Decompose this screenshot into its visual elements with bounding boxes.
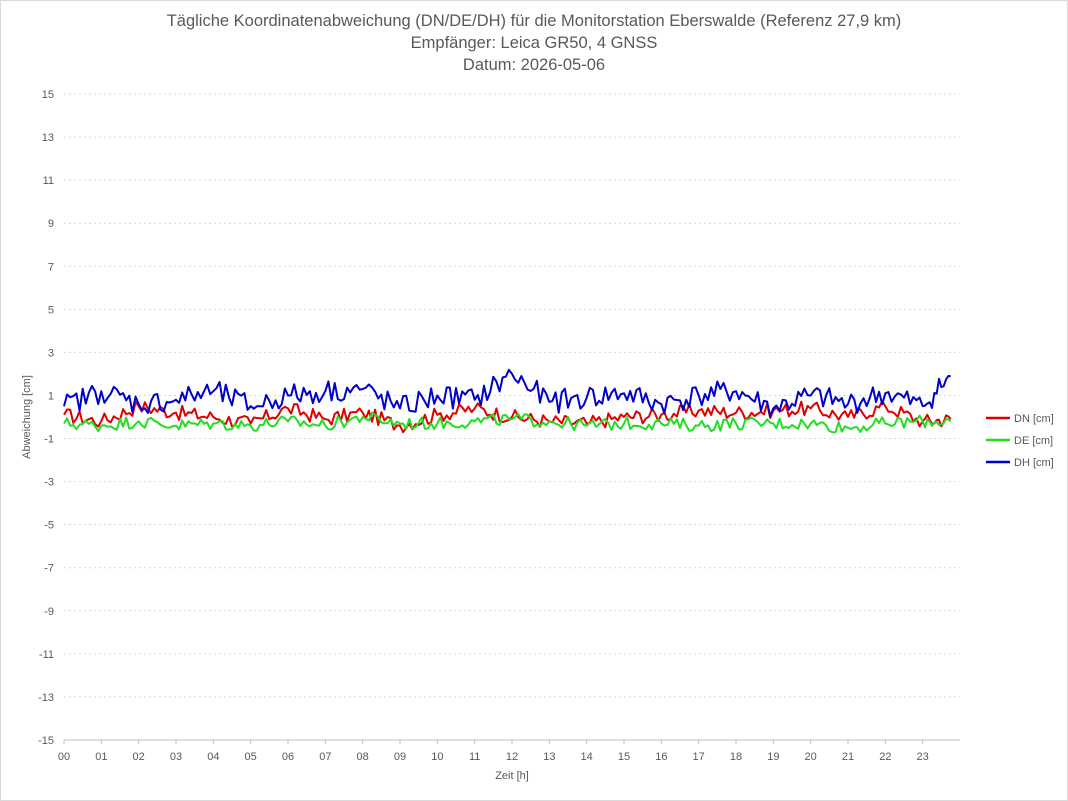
x-tick-label: 14 xyxy=(581,751,593,763)
y-tick-label: -3 xyxy=(44,477,54,489)
y-tick-label: 15 xyxy=(42,89,54,101)
x-tick-label: 08 xyxy=(357,751,369,763)
y-tick-label: -5 xyxy=(44,520,54,532)
x-tick-label: 11 xyxy=(469,751,480,763)
y-tick-label: -1 xyxy=(44,434,54,446)
x-tick-label: 05 xyxy=(245,751,257,763)
chart-title-line-2: Empfänger: Leica GR50, 4 GNSS xyxy=(410,34,658,52)
x-tick-label: 10 xyxy=(431,751,443,763)
chart-title-line-3: Datum: 2026-05-06 xyxy=(462,56,606,74)
series-line-dn xyxy=(63,399,952,434)
y-tick-label: 1 xyxy=(48,390,54,402)
chart-title-line-1: Tägliche Koordinatenabweichung (DN/DE/DH… xyxy=(166,12,902,30)
x-tick-label: 12 xyxy=(506,751,518,763)
x-tick-label: 20 xyxy=(805,751,817,763)
x-tick-label: 16 xyxy=(655,751,667,763)
series-line-dh xyxy=(63,368,951,418)
y-tick-label: 5 xyxy=(48,304,54,316)
x-tick-label: 23 xyxy=(917,751,929,763)
y-tick-label: -13 xyxy=(38,692,54,704)
x-tick-label: 09 xyxy=(394,751,406,763)
y-tick-label: 9 xyxy=(48,218,54,230)
x-tick-label: 15 xyxy=(618,751,630,763)
legend-label: DH [cm] xyxy=(1014,457,1054,469)
y-axis-label: Abweichung [cm] xyxy=(21,375,33,459)
x-tick-label: 06 xyxy=(282,751,294,763)
y-tick-label: 13 xyxy=(42,132,54,144)
x-tick-label: 04 xyxy=(207,751,219,763)
chart-title: Tägliche Koordinatenabweichung (DN/DE/DH… xyxy=(0,10,1068,76)
x-tick-label: 17 xyxy=(693,751,705,763)
x-tick-label: 07 xyxy=(319,751,331,763)
x-tick-label: 13 xyxy=(543,751,555,763)
x-axis-ticks: 00 01 02 03 04 05 06 07 08 09 10 11 12 13 14 15 16 17 18 19… xyxy=(58,740,929,763)
y-tick-label: -11 xyxy=(39,649,54,661)
legend-label: DE [cm] xyxy=(1014,435,1053,447)
y-tick-label: -7 xyxy=(44,563,54,575)
x-tick-label: 01 xyxy=(95,751,107,763)
x-tick-label: 22 xyxy=(879,751,891,763)
x-tick-label: 00 xyxy=(58,751,70,763)
series-line-de xyxy=(63,411,952,434)
legend: DN [cm] DE [cm] DH [cm] xyxy=(986,413,1054,469)
series-lines xyxy=(63,368,952,434)
y-tick-label: -15 xyxy=(38,735,54,747)
x-tick-label: 19 xyxy=(767,751,779,763)
y-tick-label: 11 xyxy=(43,175,54,187)
y-axis-ticks: 15 13 11 9 7 5 3 1 -1 -3 -5 -7 -9 -11 -13 -15 xyxy=(38,89,54,747)
y-tick-label: -9 xyxy=(44,606,54,618)
y-tick-label: 3 xyxy=(48,347,54,359)
legend-label: DN [cm] xyxy=(1014,413,1054,425)
x-tick-label: 21 xyxy=(842,751,854,763)
y-tick-label: 7 xyxy=(48,261,54,273)
x-tick-label: 02 xyxy=(133,751,145,763)
x-tick-label: 18 xyxy=(730,751,742,763)
x-tick-label: 03 xyxy=(170,751,182,763)
x-axis-label: Zeit [h] xyxy=(495,770,529,782)
